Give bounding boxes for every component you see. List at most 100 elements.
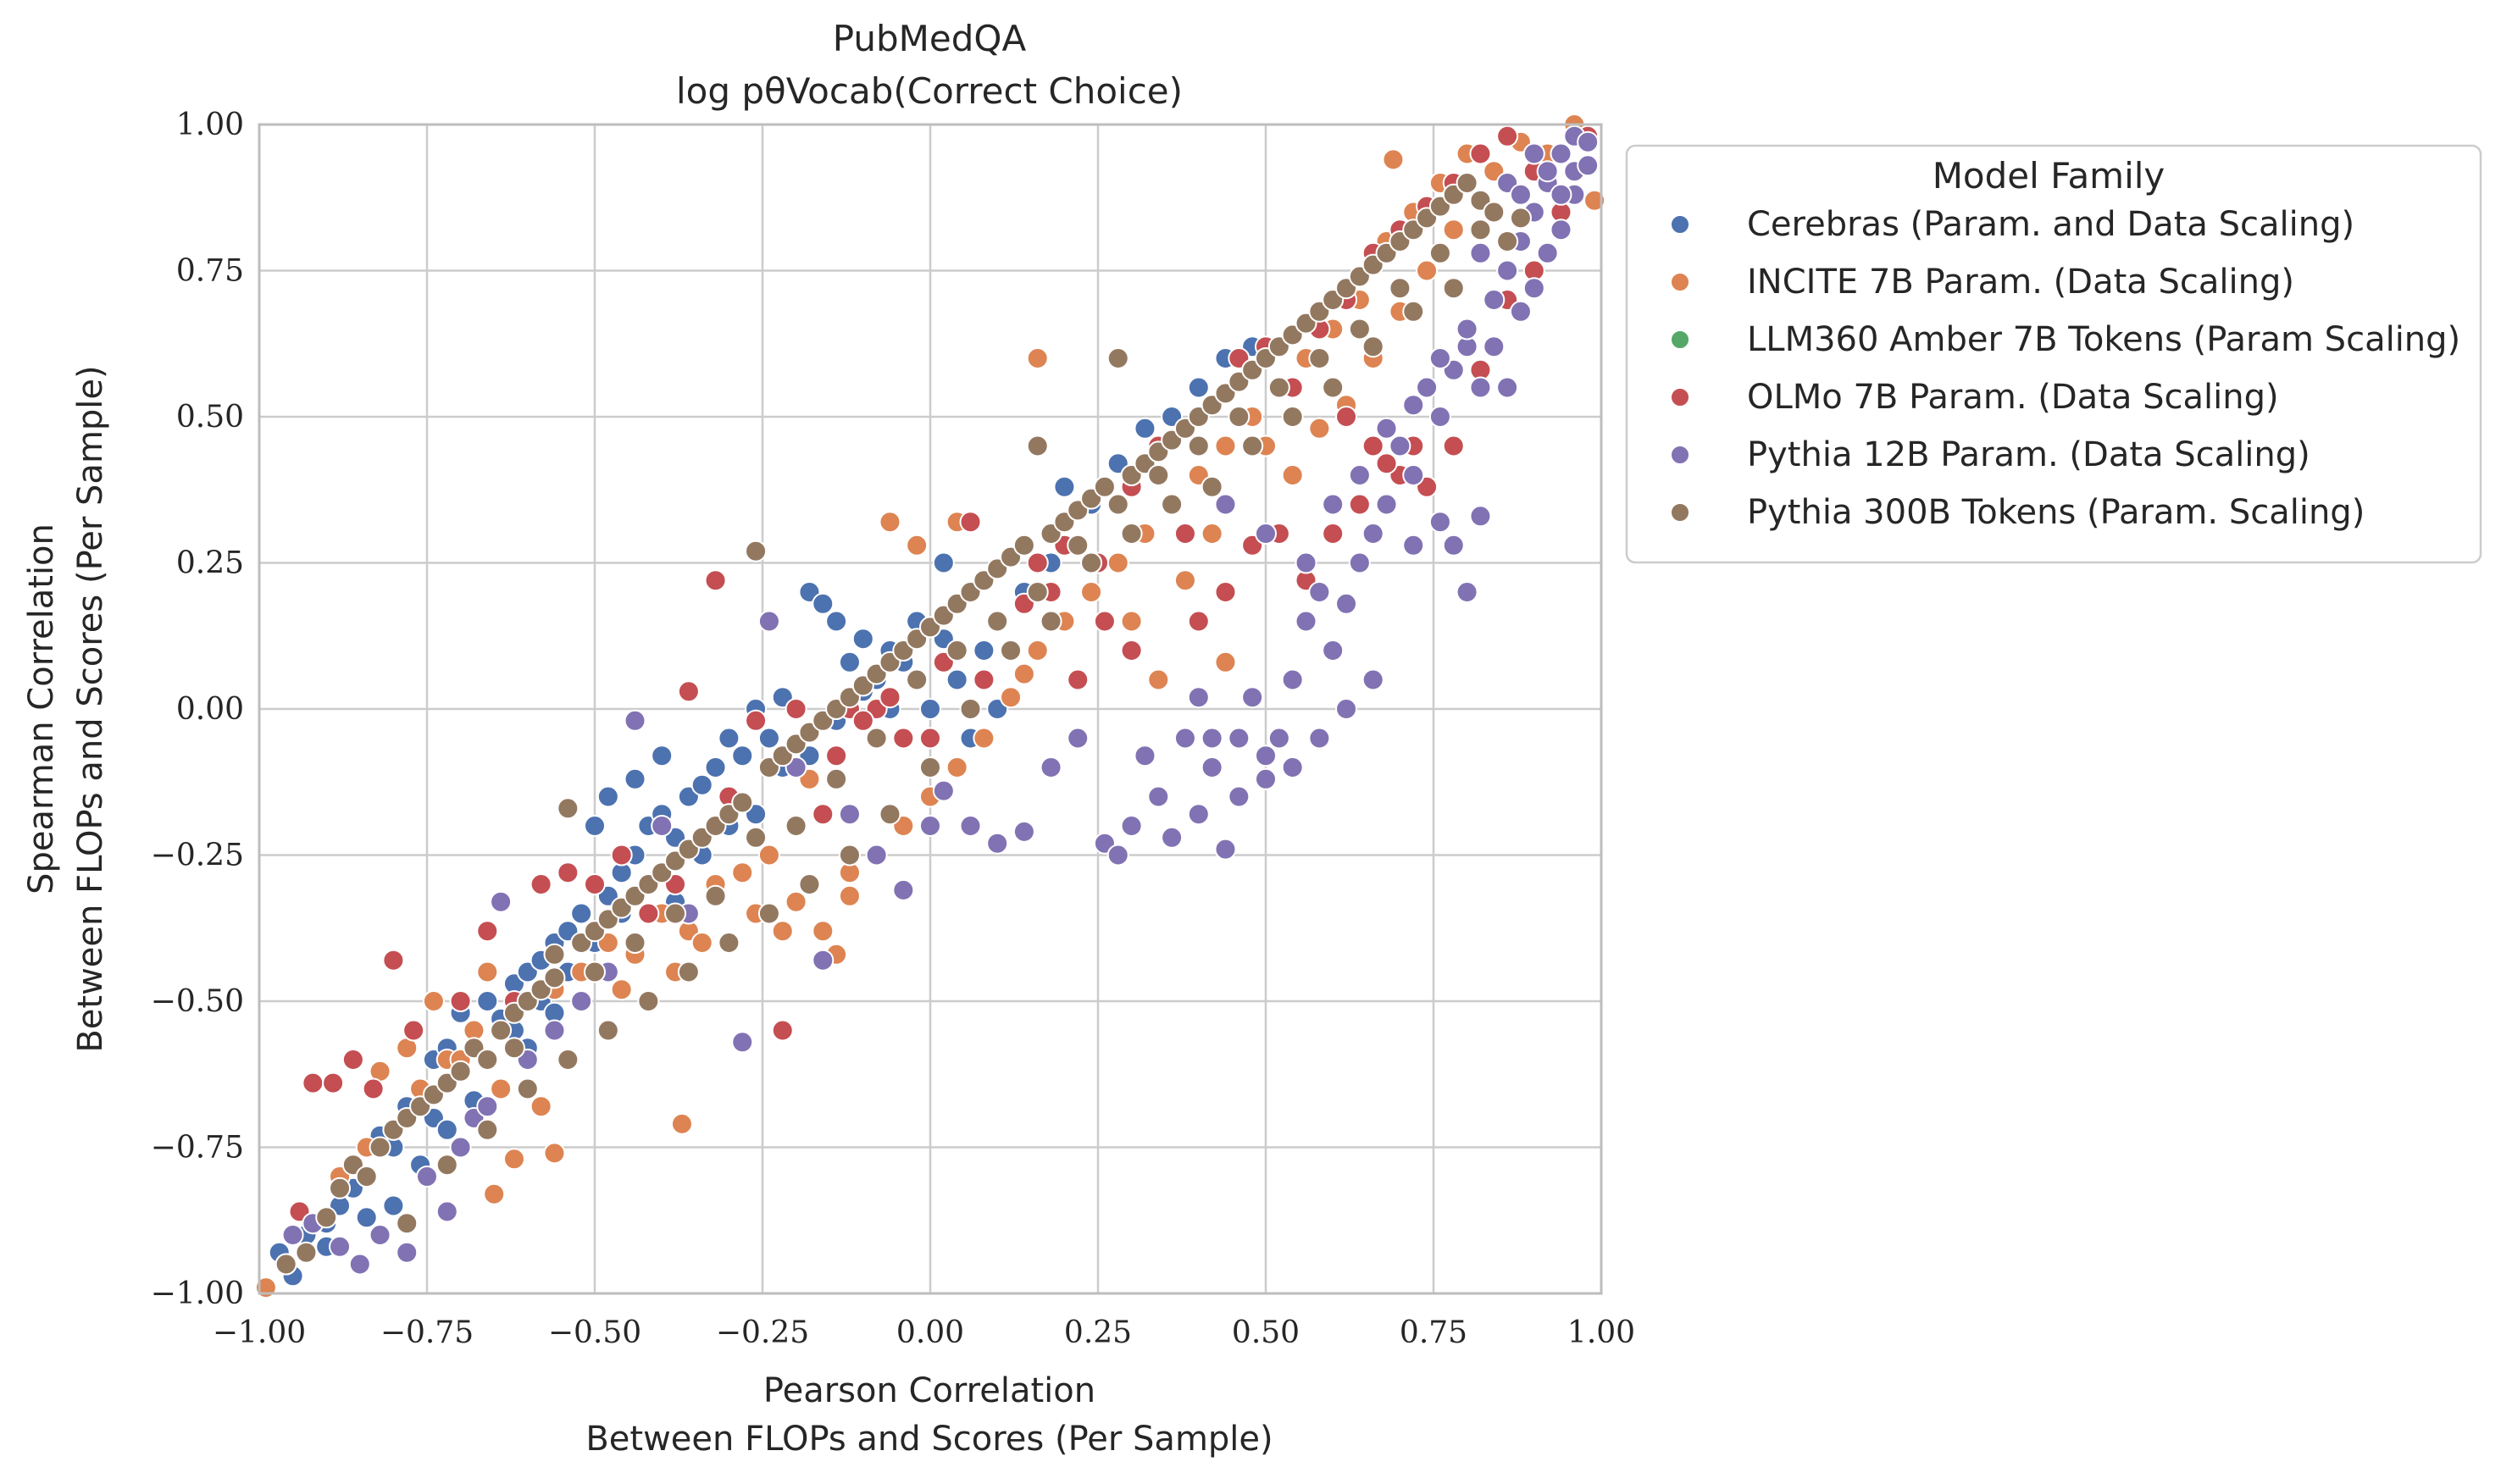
data-point (362, 1077, 385, 1100)
y-tick-label: −0.25 (151, 839, 244, 873)
data-point (1402, 300, 1425, 323)
data-point (1093, 475, 1116, 498)
data-point (530, 1095, 552, 1118)
data-point (785, 698, 807, 720)
data-point (731, 861, 754, 884)
data-point (1442, 219, 1465, 241)
data-point (892, 727, 915, 750)
data-point (785, 815, 807, 837)
legend-marker (1670, 272, 1690, 292)
data-point (851, 709, 874, 732)
x-axis-label-line2: Between FLOPs and Scores (Per Sample) (585, 1420, 1273, 1459)
data-point (295, 1241, 318, 1264)
data-point (677, 961, 700, 983)
legend-marker (1670, 387, 1690, 407)
data-point (1067, 668, 1090, 691)
data-point (718, 727, 740, 750)
data-point (1026, 640, 1049, 662)
x-tick-label: 1.00 (1567, 1315, 1635, 1350)
data-point (1134, 745, 1156, 767)
data-point (355, 1166, 378, 1188)
legend-marker (1670, 214, 1690, 235)
data-point (1361, 523, 1384, 545)
data-point (1000, 640, 1023, 662)
data-point (1080, 551, 1103, 574)
data-point (596, 785, 619, 808)
y-tick-label: −0.75 (151, 1131, 244, 1166)
data-point (490, 1019, 513, 1042)
data-point (1335, 406, 1358, 428)
data-point (690, 932, 713, 954)
data-point (745, 826, 768, 849)
data-point (690, 773, 713, 796)
data-point (369, 1136, 391, 1159)
data-point (637, 902, 660, 925)
data-point (530, 873, 552, 895)
data-point (906, 534, 929, 556)
data-point (1093, 610, 1116, 633)
data-point (1281, 406, 1304, 428)
data-point (1187, 610, 1210, 633)
data-point (757, 902, 780, 925)
data-point (1361, 435, 1384, 457)
data-point (838, 884, 861, 907)
data-point (1335, 592, 1358, 615)
data-point (959, 698, 982, 720)
data-point (1106, 844, 1129, 867)
data-point (1026, 551, 1049, 574)
x-tick-label: −0.25 (716, 1315, 809, 1350)
data-point (851, 628, 874, 651)
data-point (1106, 347, 1129, 369)
data-point (879, 511, 901, 534)
data-point (329, 1177, 352, 1199)
legend-label: Pythia 12B Param. (Data Scaling) (1747, 435, 2310, 474)
data-point (476, 990, 499, 1012)
data-point (1496, 259, 1519, 282)
data-point (624, 932, 646, 954)
series-5 (274, 172, 1532, 1276)
x-tick-labels: −1.00 −0.75 −0.50 −0.25 0.00 0.25 0.50 0.75 1.00 (213, 1315, 1635, 1350)
data-point (1228, 406, 1250, 428)
data-point (1335, 698, 1358, 720)
data-point (570, 902, 593, 925)
data-point (1026, 347, 1049, 369)
data-point (449, 990, 472, 1012)
data-point (771, 920, 794, 943)
data-point (986, 832, 1009, 855)
data-point (1147, 668, 1170, 691)
data-point (1416, 259, 1439, 282)
data-point (1375, 493, 1398, 516)
data-point (1348, 464, 1371, 486)
data-point (584, 815, 606, 837)
data-point (1375, 452, 1398, 475)
data-point (1308, 727, 1331, 750)
series-4 (281, 125, 1600, 1276)
data-point (704, 569, 727, 592)
data-point (490, 1077, 513, 1100)
data-point (1067, 727, 1090, 750)
data-point (664, 902, 687, 925)
data-point (651, 815, 674, 837)
data-point (1469, 241, 1492, 264)
data-point (1522, 277, 1545, 300)
data-point (1255, 745, 1277, 767)
y-tick-label: 1.00 (176, 108, 244, 142)
data-point (382, 1194, 405, 1217)
data-point (718, 932, 740, 954)
data-point (1026, 581, 1049, 603)
data-point (1173, 569, 1196, 592)
data-point (1522, 142, 1545, 165)
data-point (865, 727, 888, 750)
data-point (1201, 756, 1223, 778)
data-point (1134, 417, 1156, 440)
data-point (1483, 335, 1506, 358)
data-point (757, 727, 780, 750)
y-tick-label: −0.50 (151, 984, 244, 1019)
data-point (422, 990, 445, 1012)
data-point (1201, 727, 1223, 750)
data-point (1496, 230, 1519, 252)
data-point (986, 610, 1009, 633)
data-point (435, 1200, 458, 1223)
data-point (651, 745, 674, 767)
